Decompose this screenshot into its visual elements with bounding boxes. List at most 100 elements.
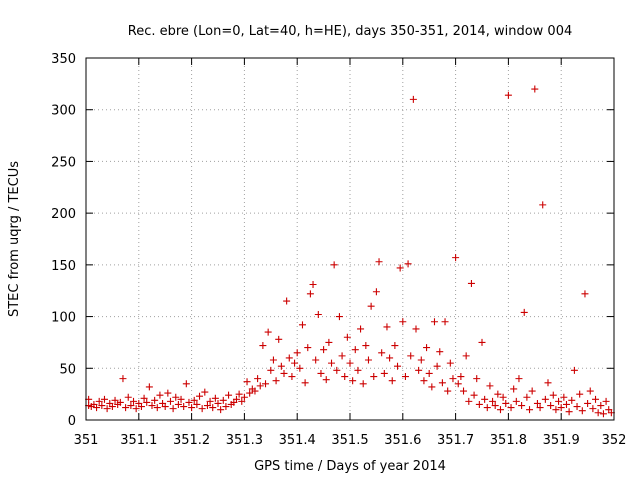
data-point <box>174 400 182 408</box>
data-point <box>441 318 449 326</box>
data-point <box>335 313 343 321</box>
data-point <box>206 397 214 405</box>
x-tick-label: 351.6 <box>384 433 421 448</box>
data-point <box>549 391 557 399</box>
y-tick-label: 250 <box>51 155 76 170</box>
data-point <box>325 338 333 346</box>
data-point <box>214 399 222 407</box>
data-point <box>454 380 462 388</box>
y-tick-label: 300 <box>51 104 76 119</box>
data-point <box>552 406 560 414</box>
data-point <box>364 356 372 364</box>
data-point <box>338 352 346 360</box>
data-point <box>317 369 325 377</box>
data-point <box>597 402 605 410</box>
data-point <box>562 400 570 408</box>
data-point <box>193 400 201 408</box>
data-point <box>351 346 359 354</box>
data-point <box>222 403 230 411</box>
data-point <box>401 373 409 381</box>
data-point <box>341 373 349 381</box>
data-point <box>510 385 518 393</box>
data-point <box>494 390 502 398</box>
data-point <box>438 379 446 387</box>
data-point <box>573 403 581 411</box>
grid <box>86 58 614 420</box>
data-point <box>143 398 151 406</box>
data-point <box>312 356 320 364</box>
data-point <box>314 311 322 319</box>
data-point <box>169 405 177 413</box>
data-point <box>423 344 431 352</box>
data-point <box>499 393 507 401</box>
data-point <box>555 397 563 405</box>
data-point <box>283 297 291 305</box>
data-point <box>404 260 412 268</box>
data-point <box>496 406 504 414</box>
data-point <box>285 354 293 362</box>
data-point <box>541 395 549 403</box>
data-point <box>164 389 172 397</box>
data-point <box>489 397 497 405</box>
chart-title: Rec. ebre (Lon=0, Lat=40, h=HE), days 35… <box>128 24 572 39</box>
data-point <box>100 395 108 403</box>
data-point <box>602 397 610 405</box>
data-point <box>259 342 267 350</box>
data-point <box>240 393 248 401</box>
data-point <box>449 375 457 383</box>
x-tick-label: 351.1 <box>120 433 157 448</box>
data-point <box>203 402 211 410</box>
data-point <box>568 396 576 404</box>
y-tick-label: 350 <box>51 52 76 67</box>
data-point <box>415 366 423 374</box>
data-point <box>103 405 111 413</box>
data-point <box>576 390 584 398</box>
y-tick-label: 100 <box>51 311 76 326</box>
data-point <box>177 395 185 403</box>
data-point <box>108 403 116 411</box>
data-point <box>560 393 568 401</box>
data-point <box>391 342 399 350</box>
data-point <box>539 201 547 209</box>
data-point <box>491 402 499 410</box>
data-point <box>502 399 510 407</box>
data-point <box>296 364 304 372</box>
x-tick-label: 351 <box>74 433 99 448</box>
data-point <box>161 403 169 411</box>
data-point <box>320 346 328 354</box>
data-point <box>417 356 425 364</box>
data-point <box>357 325 365 333</box>
data-point <box>460 387 468 395</box>
x-tick-label: 351.8 <box>490 433 527 448</box>
data-point <box>185 398 193 406</box>
data-point <box>528 387 536 395</box>
data-point <box>209 404 217 412</box>
x-tick-label: 351.5 <box>331 433 368 448</box>
data-point <box>349 377 357 385</box>
x-tick-label: 352 <box>602 433 627 448</box>
data-point <box>225 391 233 399</box>
data-point <box>346 359 354 367</box>
data-point <box>148 402 156 410</box>
data-point <box>526 406 534 414</box>
data-point <box>592 395 600 403</box>
data-point <box>359 380 367 388</box>
data-point <box>98 402 106 410</box>
data-point <box>584 399 592 407</box>
data-point <box>198 405 206 413</box>
data-point <box>533 399 541 407</box>
data-point <box>137 403 145 411</box>
x-tick-labels: 351 351.1 351.2 351.3 351.4 351.5 351.6 351.7 35… <box>74 433 627 448</box>
data-point <box>557 404 565 412</box>
data-point <box>262 380 270 388</box>
data-point <box>386 354 394 362</box>
data-point <box>370 373 378 381</box>
data-point <box>275 335 283 343</box>
data-point <box>111 396 119 404</box>
data-point <box>211 394 219 402</box>
data-point <box>201 388 209 396</box>
data-point <box>581 290 589 298</box>
data-point <box>196 392 204 400</box>
data-point <box>333 366 341 374</box>
